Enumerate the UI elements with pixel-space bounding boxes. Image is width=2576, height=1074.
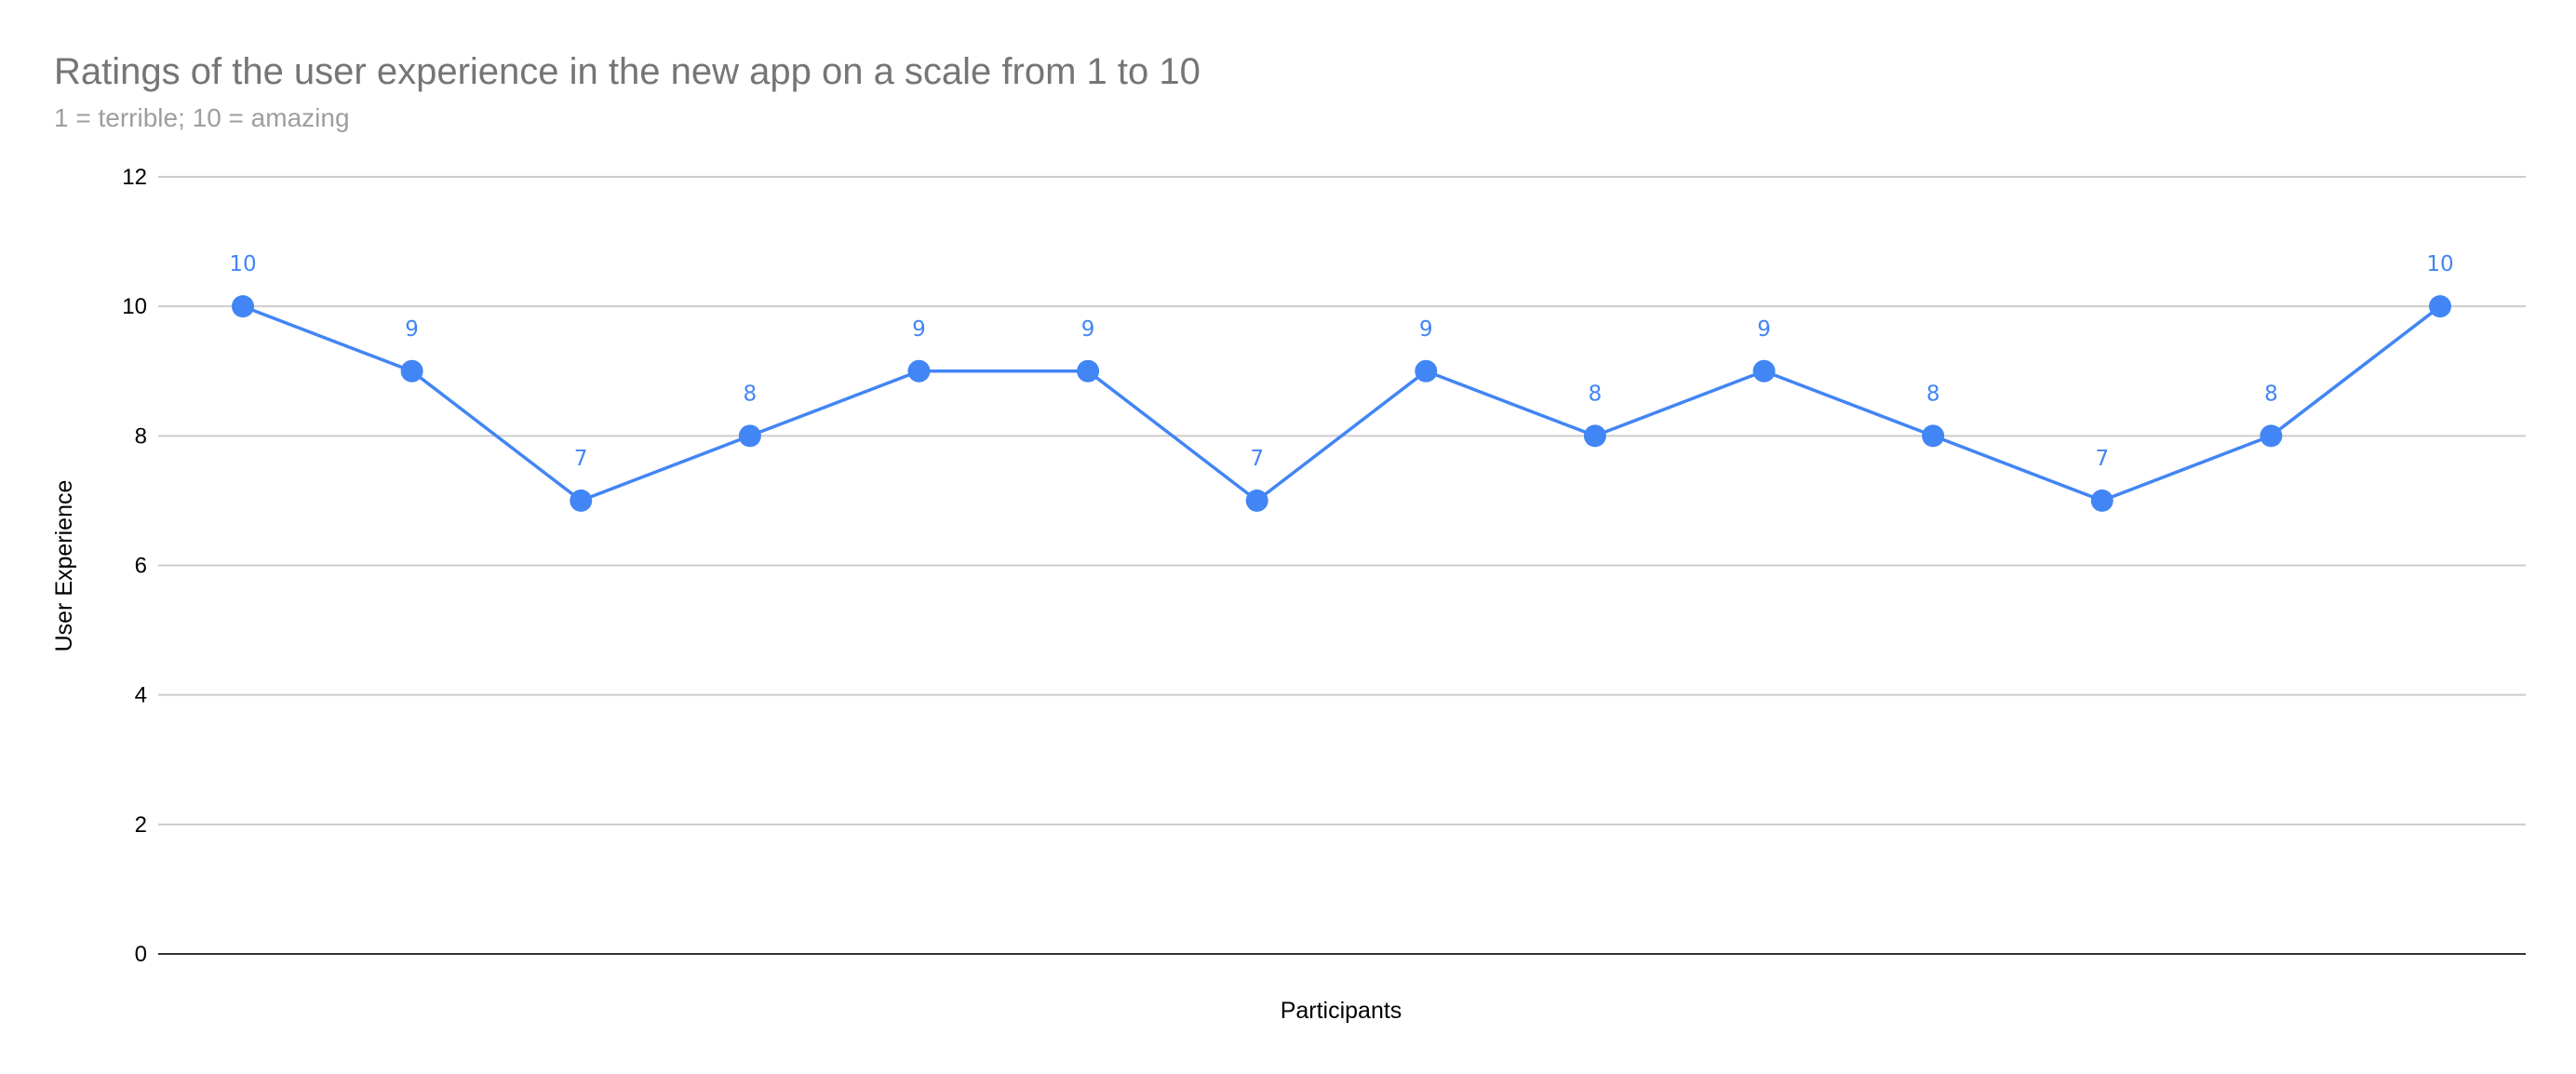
chart-title: Ratings of the user experience in the ne… — [54, 51, 1201, 92]
x-axis-title: Participants — [1281, 998, 1402, 1024]
data-label-9: 8 — [1589, 382, 1603, 406]
data-label-11: 8 — [1926, 382, 1940, 406]
y-tick-label-6: 6 — [135, 554, 147, 579]
gridlines — [158, 176, 2526, 826]
data-point-6 — [1077, 359, 1100, 383]
data-point-14 — [2429, 295, 2451, 318]
data-label-6: 9 — [1081, 317, 1095, 342]
data-label-10: 9 — [1757, 317, 1771, 342]
y-axis-title: User Experience — [51, 480, 77, 652]
data-point-13 — [2260, 424, 2283, 448]
data-label-13: 8 — [2264, 382, 2278, 406]
y-tick-label-8: 8 — [135, 423, 147, 449]
data-point-3 — [570, 489, 593, 512]
data-label-14: 10 — [2426, 252, 2453, 276]
data-point-1 — [232, 295, 254, 318]
data-point-8 — [1415, 359, 1438, 383]
data-point-4 — [738, 424, 761, 448]
data-point-10 — [1752, 359, 1776, 383]
chart-subtitle: 1 = terrible; 10 = amazing — [54, 103, 350, 132]
data-point-7 — [1245, 489, 1268, 512]
data-label-12: 7 — [2095, 447, 2109, 471]
data-point-2 — [400, 359, 423, 383]
data-label-2: 9 — [405, 317, 419, 342]
data-labels: 10 9 7 8 9 9 7 9 8 9 8 7 8 10 — [229, 252, 2453, 471]
y-axis-ticks: 0 2 4 6 8 10 12 — [122, 165, 147, 967]
data-point-9 — [1583, 424, 1606, 448]
data-label-7: 7 — [1250, 447, 1264, 471]
y-tick-label-2: 2 — [135, 812, 147, 838]
y-tick-label-10: 10 — [122, 294, 147, 319]
data-label-5: 9 — [912, 317, 926, 342]
y-tick-label-12: 12 — [122, 165, 147, 190]
data-point-11 — [1922, 424, 1945, 448]
y-tick-label-4: 4 — [135, 683, 147, 708]
data-label-4: 8 — [744, 382, 758, 406]
data-label-3: 7 — [574, 447, 588, 471]
data-point-5 — [907, 359, 931, 383]
data-label-8: 9 — [1419, 317, 1433, 342]
data-points — [232, 295, 2451, 512]
y-tick-label-0: 0 — [135, 942, 147, 967]
series-line — [242, 304, 2442, 503]
data-label-1: 10 — [229, 252, 256, 276]
data-point-12 — [2090, 489, 2113, 512]
